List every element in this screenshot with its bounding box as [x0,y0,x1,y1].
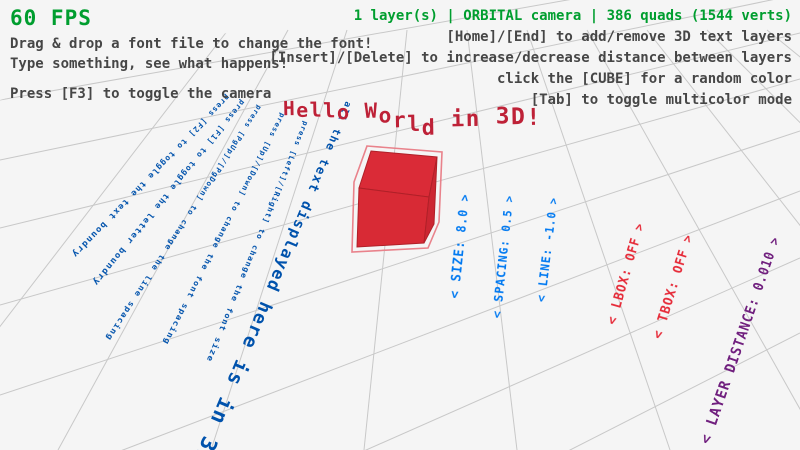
help-cube-color: click the [CUBE] for a random color [496,71,792,87]
help-multicolor: [Tab] to toggle multicolor mode [530,92,792,108]
help-layer-distance: [Insert]/[Delete] to increase/decrease d… [269,50,792,66]
help-type: Type something, see what happens! [10,56,289,72]
left-help-block: Drag & drop a font file to change the fo… [10,34,372,104]
fps-counter: 60 FPS [10,6,92,30]
floor-status-spacing: < SPACING: 0.5 > [488,194,517,319]
floor-help-letter-boundry: press [F1] to toggle the letter boundry [90,98,247,289]
right-help-block: 1 layer(s) | ORBITAL camera | 386 quads … [269,6,792,111]
floor-big-text: all the text displayed here is in 3D [187,99,353,450]
cube-wireframe [351,145,443,253]
help-layers: [Home]/[End] to add/remove 3D text layer… [446,29,792,45]
floor-status-lbox: < LBOX: OFF > [604,221,648,327]
red-cube[interactable] [351,145,443,253]
help-camera-toggle: Press [F3] to toggle the camera [10,86,272,102]
floor-status-tbox: < TBOX: OFF > [649,232,697,341]
floor-status-layer-distance: < LAYER DISTANCE: 0.010 > [696,234,784,447]
cube-right-face [423,156,438,244]
floor-help-text-boundry: press [F2] to toggle the text boundry [69,92,232,261]
floor-status-line: < LINE: -1.0 > [534,196,561,303]
floor-status-size: < SIZE: 8.0 > [447,193,474,300]
help-dragdrop: Drag & drop a font file to change the fo… [10,36,373,52]
scene-status-line: 1 layer(s) | ORBITAL camera | 386 quads … [353,8,792,24]
cube-front-face [356,187,430,248]
